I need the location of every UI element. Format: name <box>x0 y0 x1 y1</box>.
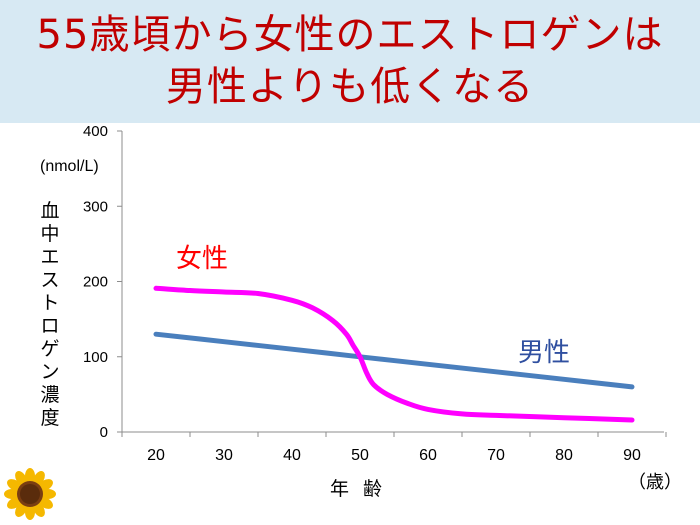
x-tick-label: 20 <box>147 447 165 464</box>
series-lines <box>153 285 635 423</box>
x-tick-label: 80 <box>555 447 573 464</box>
x-tick-label: 70 <box>487 447 505 464</box>
x-axis-unit: （歳） <box>628 472 682 493</box>
y-axis-ticks: 0 100 200 300 400 <box>83 123 122 441</box>
x-tick-label: 30 <box>215 447 233 464</box>
chart-axes <box>121 131 664 433</box>
series-label-female: 女性 <box>176 244 229 274</box>
title-banner: 55歳頃から女性のエストロゲンは 男性よりも低くなる <box>0 0 700 123</box>
x-axis-ticks: 20 30 40 50 60 70 80 90 <box>121 432 667 464</box>
y-axis-label: 血中エストロゲン濃度 <box>40 200 60 429</box>
series-line-female <box>153 285 635 423</box>
page-title-line-2: 男性よりも低くなる <box>165 64 535 110</box>
y-tick-label: 300 <box>83 198 108 215</box>
sunflower-logo <box>4 468 56 520</box>
y-tick-label: 100 <box>83 349 108 366</box>
series-line-male <box>153 331 635 390</box>
y-tick-label: 0 <box>100 424 108 441</box>
x-tick-label: 40 <box>283 447 301 464</box>
page-title-line-1: 55歳頃から女性のエストロゲンは <box>36 12 664 58</box>
y-axis-unit: (nmol/L) <box>40 158 99 175</box>
x-axis-label: 年齢 <box>330 478 397 500</box>
x-tick-label: 50 <box>351 447 369 464</box>
x-tick-label: 60 <box>419 447 437 464</box>
x-tick-label: 90 <box>623 447 641 464</box>
y-tick-label: 400 <box>83 123 108 140</box>
series-label-male: 男性 <box>518 338 571 368</box>
y-tick-label: 200 <box>83 274 108 291</box>
